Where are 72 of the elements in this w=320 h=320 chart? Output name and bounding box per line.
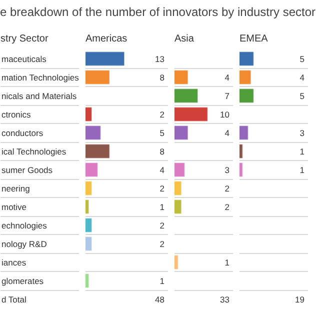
bar bbox=[240, 70, 252, 84]
data-label: 8 bbox=[160, 146, 165, 156]
data-label: 1 bbox=[300, 164, 305, 175]
bar bbox=[86, 126, 101, 140]
bar bbox=[174, 107, 208, 122]
data-label: 4 bbox=[224, 128, 230, 138]
chart-subtitle: EMEA bbox=[240, 34, 268, 44]
chart-subtitle: Asia bbox=[174, 34, 194, 44]
text: 19 bbox=[295, 294, 305, 304]
y-tick-label: conductors bbox=[2, 128, 44, 138]
bar bbox=[86, 274, 89, 288]
data-label: 4 bbox=[224, 72, 230, 82]
data-label: 10 bbox=[220, 109, 230, 120]
data-label: 8 bbox=[160, 72, 165, 82]
bar bbox=[86, 218, 92, 232]
bar bbox=[240, 162, 243, 177]
y-tick-label: maceuticals bbox=[2, 54, 46, 64]
data-label: 2 bbox=[160, 238, 165, 249]
data-label: 2 bbox=[160, 109, 165, 120]
data-label: 5 bbox=[300, 54, 305, 64]
chart-subtitle: Americas bbox=[86, 34, 128, 44]
data-label: 13 bbox=[155, 54, 165, 64]
chart-title: e breakdown of the number of innovators by industry sector bbox=[0, 4, 316, 21]
data-label: 1 bbox=[224, 257, 230, 268]
data-label: 4 bbox=[300, 72, 305, 82]
data-label: 5 bbox=[300, 90, 305, 101]
y-tick-label: iances bbox=[2, 257, 26, 268]
bar bbox=[86, 144, 110, 158]
bar bbox=[86, 200, 89, 214]
data-label: 1 bbox=[160, 276, 165, 286]
y-tick-label: nicals and Materials bbox=[2, 90, 77, 101]
bar bbox=[174, 70, 188, 84]
data-label: 2 bbox=[160, 183, 165, 194]
bar bbox=[86, 107, 92, 122]
bar bbox=[240, 52, 254, 66]
bar bbox=[86, 181, 92, 196]
bar bbox=[174, 255, 178, 270]
data-label: 1 bbox=[300, 146, 305, 156]
bar bbox=[174, 200, 182, 214]
data-label: 3 bbox=[224, 164, 230, 175]
text: 48 bbox=[155, 294, 165, 304]
bar bbox=[174, 126, 188, 140]
bar bbox=[240, 126, 248, 140]
y-tick-label: ical Technologies bbox=[2, 146, 66, 156]
bar bbox=[86, 52, 125, 66]
data-label: 3 bbox=[300, 128, 305, 138]
y-tick-label: glomerates bbox=[2, 276, 44, 286]
data-label: 1 bbox=[160, 202, 165, 212]
y-tick-label: echnologies bbox=[2, 220, 47, 230]
data-label: 5 bbox=[160, 128, 165, 138]
y-tick-label: mation Technologies bbox=[2, 72, 79, 82]
data-label: 4 bbox=[160, 164, 165, 175]
data-label: 2 bbox=[160, 220, 165, 230]
bar bbox=[174, 88, 198, 103]
bar bbox=[174, 181, 182, 196]
data-label: 7 bbox=[224, 90, 230, 101]
data-label: 2 bbox=[224, 183, 230, 194]
bar bbox=[86, 162, 98, 177]
bar bbox=[240, 144, 243, 158]
bar bbox=[86, 70, 110, 84]
y-axis-title: stry Sector bbox=[0, 34, 49, 44]
bar bbox=[86, 236, 92, 251]
data-label: 2 bbox=[224, 202, 230, 212]
y-tick-label: motive bbox=[2, 202, 27, 212]
bar bbox=[240, 88, 254, 103]
y-tick-label: nology R&D bbox=[2, 238, 47, 249]
text: d Total bbox=[2, 294, 26, 304]
y-tick-label: sumer Goods bbox=[2, 164, 53, 175]
text: 33 bbox=[220, 294, 230, 304]
y-tick-label: neering bbox=[2, 183, 30, 194]
bar bbox=[174, 162, 185, 177]
y-tick-label: ctronics bbox=[2, 109, 31, 120]
